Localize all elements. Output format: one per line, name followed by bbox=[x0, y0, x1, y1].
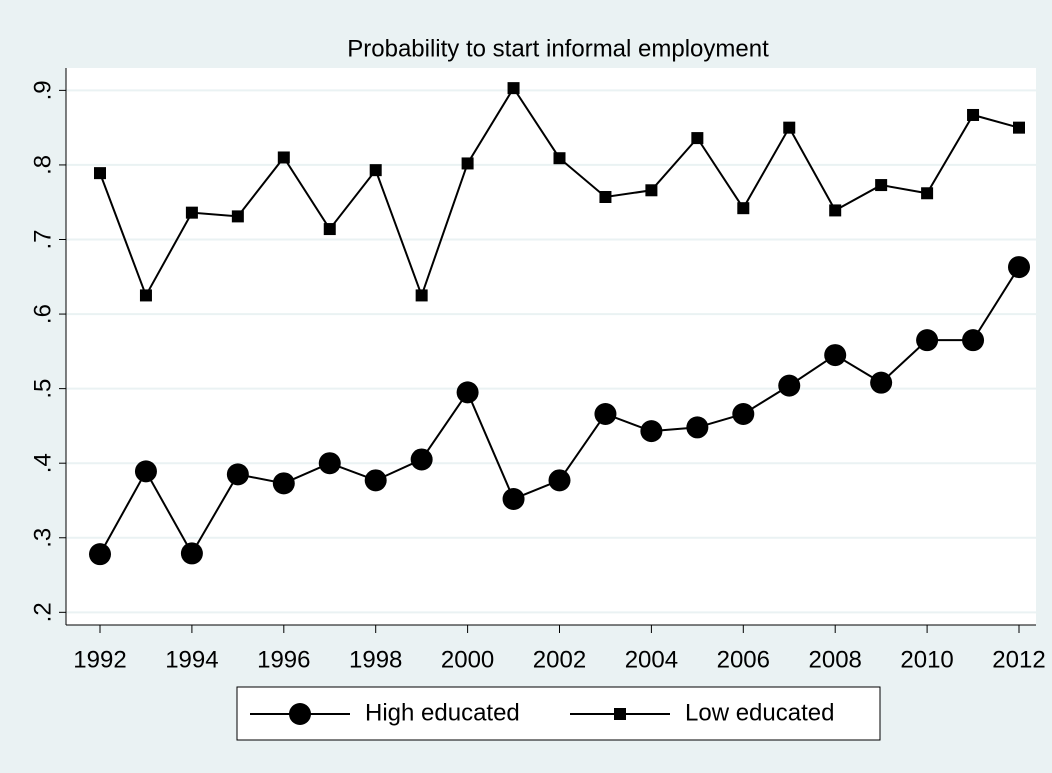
x-tick-label: 1992 bbox=[73, 646, 126, 673]
x-tick-label: 1994 bbox=[165, 646, 218, 673]
point bbox=[272, 472, 295, 495]
point bbox=[645, 184, 658, 197]
point bbox=[323, 223, 336, 236]
point bbox=[461, 157, 474, 170]
y-tick-label: .9 bbox=[29, 80, 56, 100]
point bbox=[507, 82, 520, 95]
x-tick-label: 2006 bbox=[717, 646, 770, 673]
point bbox=[364, 469, 387, 492]
x-tick-label: 1998 bbox=[349, 646, 402, 673]
y-tick-label: .7 bbox=[29, 229, 56, 249]
point bbox=[415, 289, 428, 302]
x-tick-label: 1996 bbox=[257, 646, 310, 673]
legend-label: Low educated bbox=[685, 699, 834, 726]
point bbox=[277, 151, 290, 164]
point bbox=[456, 381, 479, 404]
y-tick-label: .6 bbox=[29, 304, 56, 324]
point bbox=[548, 469, 571, 492]
point bbox=[778, 374, 801, 397]
point bbox=[553, 152, 566, 165]
chart-title: Probability to start informal employment bbox=[347, 35, 769, 62]
legend-label: High educated bbox=[365, 699, 520, 726]
point bbox=[502, 487, 525, 510]
point bbox=[134, 460, 157, 483]
x-tick-label: 2004 bbox=[625, 646, 678, 673]
plot-area bbox=[66, 68, 1036, 625]
point bbox=[226, 463, 249, 486]
point bbox=[369, 164, 382, 177]
point bbox=[737, 202, 750, 215]
y-tick-label: .3 bbox=[29, 528, 56, 548]
y-tick-label: .4 bbox=[29, 453, 56, 473]
point bbox=[1007, 256, 1030, 279]
legend-marker bbox=[289, 703, 311, 725]
x-tick-label: 2012 bbox=[992, 646, 1045, 673]
x-tick-label: 2002 bbox=[533, 646, 586, 673]
point bbox=[640, 420, 663, 443]
x-tick-label: 2000 bbox=[441, 646, 494, 673]
point bbox=[185, 206, 198, 219]
point bbox=[962, 329, 985, 352]
point bbox=[94, 167, 107, 180]
point bbox=[921, 187, 934, 200]
point bbox=[824, 344, 847, 367]
point bbox=[318, 452, 341, 475]
point bbox=[139, 289, 152, 302]
y-tick-label: .8 bbox=[29, 155, 56, 175]
point bbox=[594, 402, 617, 425]
point bbox=[1012, 121, 1025, 134]
point bbox=[875, 179, 888, 192]
point bbox=[231, 210, 244, 223]
point bbox=[916, 329, 939, 352]
point bbox=[89, 543, 112, 566]
point bbox=[967, 108, 980, 121]
y-tick-label: .5 bbox=[29, 379, 56, 399]
y-tick-label: .2 bbox=[29, 602, 56, 622]
point bbox=[829, 204, 842, 217]
x-tick-label: 2010 bbox=[900, 646, 953, 673]
point bbox=[686, 416, 709, 439]
point bbox=[783, 121, 796, 134]
point bbox=[732, 402, 755, 425]
point bbox=[599, 190, 612, 203]
point bbox=[180, 542, 203, 565]
point bbox=[870, 371, 893, 394]
x-tick-label: 2008 bbox=[809, 646, 862, 673]
point bbox=[410, 448, 433, 471]
point bbox=[691, 132, 704, 145]
legend-marker bbox=[614, 708, 626, 720]
